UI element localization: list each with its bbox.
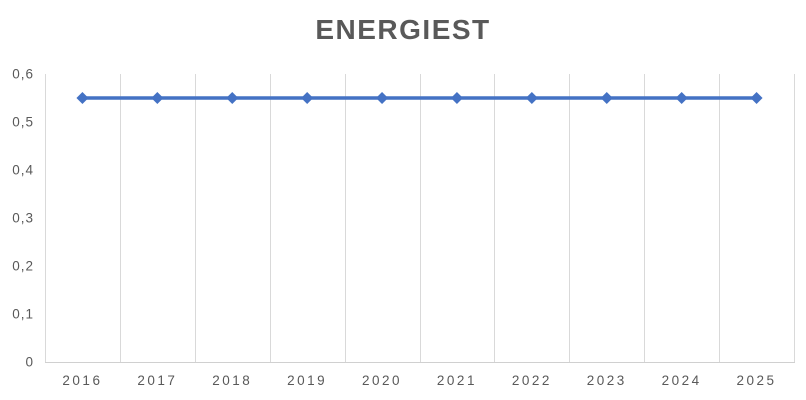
plot-area <box>45 74 795 362</box>
x-axis-tick-label: 2021 <box>436 373 477 388</box>
x-axis-tick-label: 2025 <box>736 373 777 388</box>
gridline <box>794 74 795 362</box>
y-axis-line <box>45 74 46 362</box>
x-axis-tick-label: 2019 <box>287 373 328 388</box>
y-axis-tick-label: 0,3 <box>12 210 34 226</box>
gridline <box>269 74 271 362</box>
gridline <box>194 74 196 362</box>
gridline <box>719 74 721 362</box>
y-axis-tick-label: 0,1 <box>12 306 34 322</box>
y-axis-tick-label: 0,6 <box>12 66 34 82</box>
gridline <box>644 74 646 362</box>
x-axis-tick-label: 2017 <box>137 373 178 388</box>
x-axis-line <box>45 362 795 363</box>
x-axis-tick-label: 2022 <box>511 373 552 388</box>
gridline <box>569 74 571 362</box>
y-axis-tick-label: 0,4 <box>12 162 34 178</box>
chart-title: ENERGIEST <box>315 14 491 45</box>
y-axis-tick-label: 0 <box>25 354 34 370</box>
y-axis-tick-label: 0,2 <box>12 258 34 274</box>
x-axis-tick-label: 2020 <box>362 373 403 388</box>
gridline <box>344 74 346 362</box>
x-axis-tick-label: 2024 <box>661 373 702 388</box>
x-axis-tick-label: 2016 <box>62 373 103 388</box>
gridline <box>119 74 121 362</box>
x-axis-tick-label: 2018 <box>212 373 253 388</box>
gridline <box>419 74 421 362</box>
gridline <box>494 74 496 362</box>
x-axis-tick-label: 2023 <box>586 373 627 388</box>
y-axis-tick-label: 0,5 <box>12 114 34 130</box>
